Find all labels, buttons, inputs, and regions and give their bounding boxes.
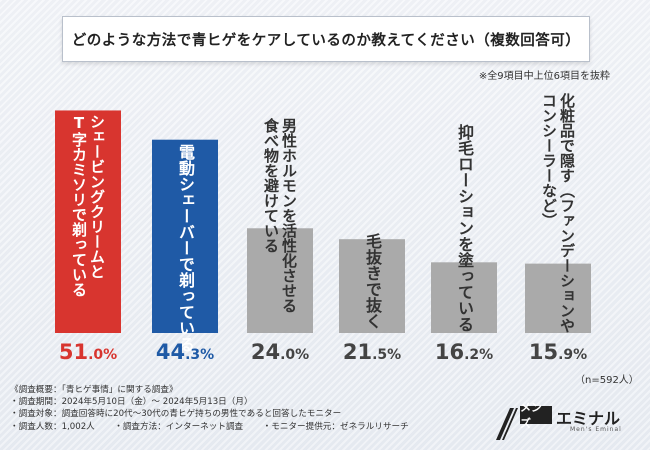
category-label-1: シェービングクリームと T字カミソリで剃っている [70,114,106,297]
chart-title: どのような方法で青ヒゲをケアしているのか教えてください（複数回答可） [62,16,590,62]
value-label-5-unit: .2% [464,347,494,363]
sample-size: （n=592人） [575,375,639,386]
survey-heading: 《調査概要：「青ヒゲ事情」に関する調査》 [10,385,178,395]
value-label-2-unit: .3% [185,347,215,363]
value-label-5: 16.2% [419,340,509,364]
survey-count: ・調査人数：1,002人 [10,421,95,432]
category-label-3-line-1: 男性ホルモンを活性化させる [280,118,298,313]
value-label-4: 21.5% [327,340,417,364]
category-label-6-line-2: コンシーラーなど） [540,93,558,228]
bar-4 [339,239,405,333]
survey-period: ・調査期間：2024年5月10日（金）～ 2024年5月13日（月） [10,397,253,408]
category-label-3-line-2: 食べ物を避けている [262,118,280,253]
value-label-1-num: 51 [58,340,89,364]
value-label-1: 51.0% [43,340,133,364]
category-label-2: 電動シェーバーで剃っている [176,143,195,352]
category-label-5: 抑毛ローションを塗っている [455,124,474,332]
survey-target: ・調査対象：調査回答時に20代～30代の青ヒゲ持ちの男性であると回答したモニター [10,409,342,420]
survey-method: ・調査方法：インターネット調査 [114,421,244,432]
category-label-6-line-1: 化粧品で隠す（ファンデーションや [558,93,576,333]
brand-logo: メンズ エミナル Men's Eminal [492,401,640,444]
value-label-4-unit: .5% [372,347,402,363]
category-label-1-line-1: シェービングクリームと [88,114,106,280]
category-label-4-line-1: 毛抜きで抜く [363,233,382,329]
note-text: ※全9項目中上位6項目を抜粋 [478,71,610,82]
bar-1 [55,110,121,333]
category-label-4: 毛抜きで抜く [363,233,382,329]
value-label-3-num: 24 [250,340,281,364]
value-label-4-num: 21 [342,340,373,364]
category-label-2-line-1: 電動シェーバーで剃っている [176,143,195,352]
bar-5 [431,262,497,333]
value-label-1-unit: .0% [88,347,118,363]
category-label-1-line-2: T字カミソリで剃っている [70,114,88,298]
bar-2 [152,139,218,333]
logo-word: エミナル [556,409,621,428]
value-label-2-num: 44 [155,340,186,364]
logo-mark-icon [496,408,518,440]
value-label-6-num: 15 [528,340,559,364]
survey-overview: 《調査概要：「青ヒゲ事情」に関する調査》 ・調査期間：2024年5月10日（金）… [10,384,409,433]
logo-sub: Men's Eminal [570,426,622,433]
survey-count-method: ・調査人数：1,002人 ・調査方法：インターネット調査 ・モニター提供元：ゼネ… [10,421,409,433]
bar-3 [247,228,313,333]
bar-6 [525,263,591,333]
value-label-5-num: 16 [434,340,465,364]
value-label-6-unit: .9% [558,347,588,363]
value-label-6: 15.9% [513,340,603,364]
category-label-6: 化粧品で隠す（ファンデーションや コンシーラーなど） [540,93,576,333]
category-label-3: 男性ホルモンを活性化させる 食べ物を避けている [262,118,298,313]
value-label-2: 44.3% [140,340,230,364]
value-label-3-unit: .0% [280,347,310,363]
category-label-5-line-1: 抑毛ローションを塗っている [455,124,474,332]
survey-provider: ・モニター提供元：ゼネラルリサーチ [262,421,409,432]
value-label-3: 24.0% [235,340,325,364]
logo-box-text: メンズ [520,401,552,430]
